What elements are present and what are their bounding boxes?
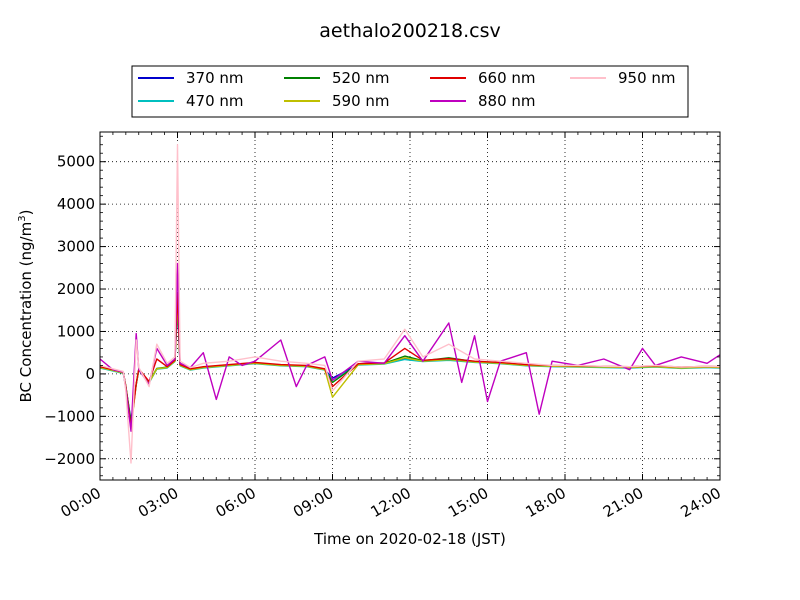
legend-entry: 520 nm (284, 69, 390, 87)
plot-area: 00:00 03:00 06:00 09:00 12:00 15:00 18:00 21:00… (44, 131, 724, 521)
legend-label: 880 nm (478, 92, 536, 110)
legend-label: 660 nm (478, 69, 536, 87)
legend-entry: 880 nm (430, 92, 536, 110)
y-tick-label: 5000 (57, 153, 95, 171)
legend-entry: 660 nm (430, 69, 536, 87)
legend-entry: 470 nm (138, 92, 244, 110)
y-tick-label: 2000 (57, 280, 95, 298)
y-tick-label: 4000 (57, 195, 95, 213)
y-axis-label: BC Concentration (ng/m3) (17, 210, 35, 403)
plot-frame (99, 131, 721, 481)
y-tick-labels: −2000 −1000 0 1000 2000 3000 4000 5000 (44, 153, 95, 468)
grid-lines (100, 132, 720, 480)
x-axis-label: Time on 2020-02-18 (JST) (313, 530, 506, 548)
legend-frame (131, 65, 689, 118)
legend-entry: 370 nm (138, 69, 244, 87)
legend-entry: 950 nm (570, 69, 676, 87)
legend-label: 370 nm (186, 69, 244, 87)
legend: 370 nm 470 nm 520 nm 590 nm 660 nm 880 nm 950 … (131, 65, 689, 118)
y-tick-label: 1000 (57, 322, 95, 340)
legend-entry: 590 nm (284, 92, 390, 110)
series-lines (100, 143, 720, 464)
y-tick-label: 0 (85, 365, 95, 383)
legend-label: 590 nm (332, 92, 390, 110)
legend-label: 950 nm (618, 69, 676, 87)
series-line-950-nm (100, 143, 720, 464)
y-axis-label-superscript: 3 (17, 215, 28, 221)
chart-title: aethalo200218.csv (319, 20, 501, 42)
y-axis-label-suffix: ) (17, 210, 35, 216)
y-tick-label: −2000 (44, 450, 95, 468)
y-tick-label: −1000 (44, 407, 95, 425)
y-tick-label: 3000 (57, 238, 95, 256)
legend-label: 470 nm (186, 92, 244, 110)
y-axis-label-main: BC Concentration (ng/m (17, 222, 35, 403)
legend-label: 520 nm (332, 69, 390, 87)
